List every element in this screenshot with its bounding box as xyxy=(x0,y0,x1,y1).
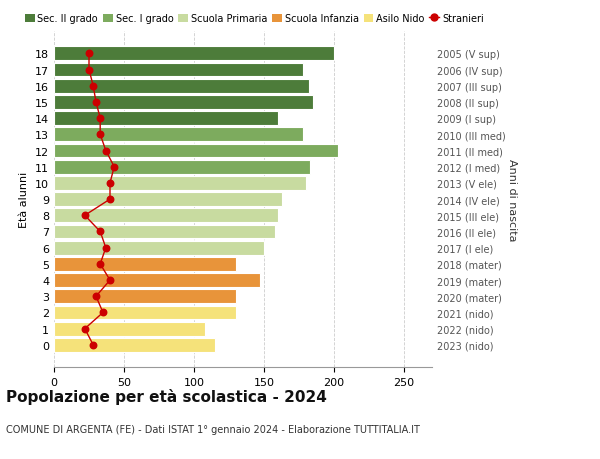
Point xyxy=(95,115,105,123)
Bar xyxy=(54,338,215,352)
Y-axis label: Anni di nascita: Anni di nascita xyxy=(507,158,517,241)
Bar xyxy=(54,128,303,142)
Point xyxy=(84,67,94,74)
Point xyxy=(91,293,101,300)
Point xyxy=(105,196,115,203)
Bar xyxy=(54,47,334,61)
Bar xyxy=(54,96,313,110)
Bar xyxy=(54,112,278,126)
Point xyxy=(84,50,94,58)
Y-axis label: Età alunni: Età alunni xyxy=(19,172,29,228)
Bar xyxy=(54,177,306,190)
Bar xyxy=(54,290,236,303)
Bar xyxy=(54,225,275,239)
Bar xyxy=(54,241,264,255)
Point xyxy=(95,228,105,235)
Bar xyxy=(54,161,310,174)
Legend: Sec. II grado, Sec. I grado, Scuola Primaria, Scuola Infanzia, Asilo Nido, Stran: Sec. II grado, Sec. I grado, Scuola Prim… xyxy=(25,14,484,24)
Bar xyxy=(54,209,278,223)
Point xyxy=(80,212,89,219)
Point xyxy=(105,180,115,187)
Point xyxy=(88,83,98,90)
Bar xyxy=(54,306,236,319)
Point xyxy=(91,99,101,106)
Bar xyxy=(54,274,260,287)
Point xyxy=(98,309,108,316)
Text: COMUNE DI ARGENTA (FE) - Dati ISTAT 1° gennaio 2024 - Elaborazione TUTTITALIA.IT: COMUNE DI ARGENTA (FE) - Dati ISTAT 1° g… xyxy=(6,425,420,435)
Bar xyxy=(54,80,309,94)
Point xyxy=(88,341,98,349)
Bar xyxy=(54,322,205,336)
Point xyxy=(80,325,89,333)
Point xyxy=(101,245,110,252)
Point xyxy=(105,277,115,284)
Point xyxy=(95,261,105,268)
Bar xyxy=(54,63,303,77)
Point xyxy=(109,164,119,171)
Bar xyxy=(54,193,282,207)
Point xyxy=(101,147,110,155)
Text: Popolazione per età scolastica - 2024: Popolazione per età scolastica - 2024 xyxy=(6,388,327,404)
Point xyxy=(95,131,105,139)
Bar xyxy=(54,257,236,271)
Bar xyxy=(54,144,338,158)
